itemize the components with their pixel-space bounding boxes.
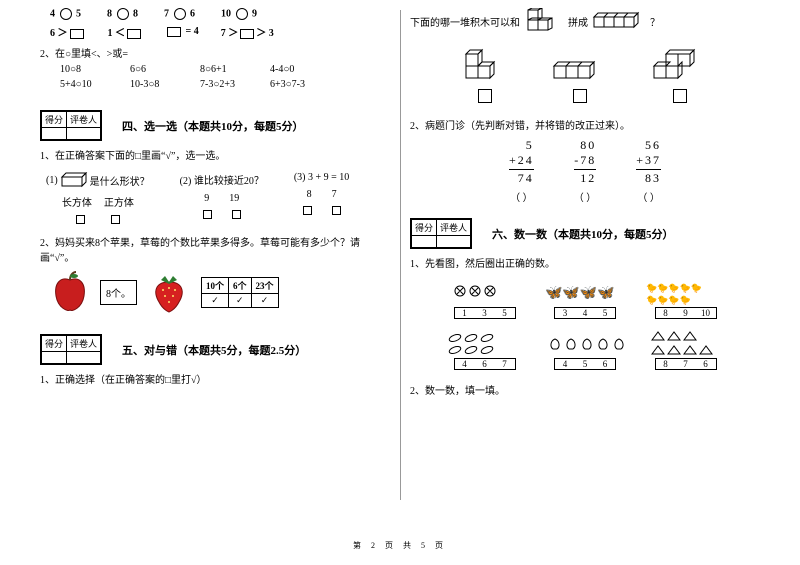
right-column: 下面的哪一堆积木可以和 拼成 ？ bbox=[400, 8, 770, 530]
checkbox[interactable] bbox=[203, 210, 212, 219]
birds-icon: 🐤🐤🐤🐤🐤🐤🐤🐤🐤 bbox=[646, 279, 726, 305]
blocks-3-icon bbox=[650, 48, 710, 82]
section-5-title: 五、对与错（本题共5分，每题2.5分） bbox=[122, 342, 306, 358]
svg-text:🐤🐤🐤🐤: 🐤🐤🐤🐤 bbox=[646, 295, 691, 305]
blocks-2-icon bbox=[550, 48, 610, 82]
s4-q1: 1、在正确答案下面的□里画“√”，选一选。 bbox=[40, 147, 390, 162]
vcalc: 80 -78 12 （ ） bbox=[574, 138, 597, 204]
count-item: 456 bbox=[540, 329, 630, 370]
block-opt bbox=[650, 48, 710, 103]
leaves-icon bbox=[445, 330, 525, 356]
s6-q2: 2、数一数，填一填。 bbox=[410, 382, 760, 397]
fruit-row: 8个。 10个6个23个 ✓✓✓ bbox=[50, 270, 390, 314]
checkbox[interactable] bbox=[573, 89, 587, 103]
section-4-header: 得分评卷人 四、选一选（本题共10分，每题5分） bbox=[40, 110, 390, 141]
block-opt bbox=[460, 48, 510, 103]
count-item: 135 bbox=[440, 278, 530, 319]
flowers-icon bbox=[450, 281, 520, 303]
section-4-title: 四、选一选（本题共10分，每题5分） bbox=[122, 118, 304, 134]
q2-row2: 5+4○10 10-3○8 7-3○2+3 6+3○7-3 bbox=[60, 79, 390, 90]
circle-blank bbox=[236, 8, 248, 20]
vcalc: 5 +24 74 （ ） bbox=[509, 138, 534, 204]
sub3: (3) 3 + 9 = 10 8 7 bbox=[294, 172, 349, 215]
sub2: (2) 谁比较接近20？ 9 19 bbox=[180, 172, 264, 219]
score-box: 得分评卷人 bbox=[410, 218, 472, 249]
count-item: 467 bbox=[440, 329, 530, 370]
sub1: (1) 是什么形状？ 长方体 正方体 bbox=[46, 172, 150, 224]
blocks-1-icon bbox=[460, 48, 510, 82]
count-grid: 135 🦋🦋🦋🦋 345 🐤🐤🐤🐤🐤🐤🐤🐤🐤 8910 467 bbox=[410, 276, 760, 372]
s4-subq-row: (1) 是什么形状？ 长方体 正方体 (2) 谁比较接近20？ 9 19 bbox=[46, 172, 390, 224]
s6-q1: 1、先看图，然后圈出正确的数。 bbox=[410, 255, 760, 270]
triangles-icon bbox=[646, 330, 726, 356]
circle-blank bbox=[60, 8, 72, 20]
section-5-header: 得分评卷人 五、对与错（本题共5分，每题2.5分） bbox=[40, 334, 390, 365]
vertical-calc-row: 5 +24 74 （ ） 80 -78 12 （ ） 56 +37 83 （ ） bbox=[410, 138, 760, 204]
pair: 4 5 bbox=[50, 8, 81, 20]
count-item: 🦋🦋🦋🦋 345 bbox=[540, 278, 630, 319]
left-column: 4 5 8 8 7 6 10 9 6 ＞ 1 ＜ = 4 7 ＞＞ 3 2、在○… bbox=[30, 8, 400, 530]
checkbox[interactable] bbox=[111, 215, 120, 224]
score-box: 得分评卷人 bbox=[40, 334, 102, 365]
block-opt bbox=[550, 48, 610, 103]
page-footer: 第 2 页 共 5 页 bbox=[0, 540, 800, 551]
vcalc: 56 +37 83 （ ） bbox=[636, 138, 661, 204]
block-shape-b-icon bbox=[592, 11, 646, 31]
q2-title: 2、在○里填<、>或= bbox=[40, 45, 390, 60]
butterflies-icon: 🦋🦋🦋🦋 bbox=[545, 281, 625, 303]
score-box: 得分评卷人 bbox=[40, 110, 102, 141]
strawberry-icon bbox=[147, 270, 191, 314]
count-item: 876 bbox=[641, 329, 731, 370]
checkbox[interactable] bbox=[76, 215, 85, 224]
expr: = 4 bbox=[165, 26, 199, 37]
expr: 7 ＞＞ 3 bbox=[221, 24, 274, 39]
compare-row-2: 6 ＞ 1 ＜ = 4 7 ＞＞ 3 bbox=[50, 24, 390, 39]
checkbox[interactable] bbox=[232, 210, 241, 219]
pair: 7 6 bbox=[164, 8, 195, 20]
apple-count: 8个。 bbox=[100, 280, 137, 305]
section-6-title: 六、数一数（本题共10分，每题5分） bbox=[492, 226, 674, 242]
column-divider bbox=[400, 10, 401, 500]
strawberry-table: 10个6个23个 ✓✓✓ bbox=[201, 277, 279, 308]
expr: 1 ＜ bbox=[108, 24, 144, 39]
apple-icon bbox=[50, 270, 90, 314]
svg-text:🐤🐤🐤🐤🐤: 🐤🐤🐤🐤🐤 bbox=[646, 283, 702, 293]
checkbox[interactable] bbox=[478, 89, 492, 103]
block-shape-a-icon bbox=[524, 8, 564, 34]
expr: 6 ＞ bbox=[50, 24, 86, 39]
cuboid-icon bbox=[60, 172, 88, 188]
block-options bbox=[410, 48, 760, 103]
r-q2-title: 2、病题门诊（先判断对错，并将错的改正过来）。 bbox=[410, 117, 760, 132]
garlic-icon bbox=[545, 331, 625, 355]
circle-blank bbox=[117, 8, 129, 20]
pair: 10 9 bbox=[221, 8, 257, 20]
compare-row-1: 4 5 8 8 7 6 10 9 bbox=[50, 8, 390, 20]
count-item: 🐤🐤🐤🐤🐤🐤🐤🐤🐤 8910 bbox=[641, 278, 731, 319]
checkbox[interactable] bbox=[332, 206, 341, 215]
checkbox[interactable] bbox=[303, 206, 312, 215]
checkbox[interactable] bbox=[673, 89, 687, 103]
section-6-header: 得分评卷人 六、数一数（本题共10分，每题5分） bbox=[410, 218, 760, 249]
svg-text:🦋🦋🦋🦋: 🦋🦋🦋🦋 bbox=[545, 286, 615, 301]
s4-q2: 2、妈妈买来8个苹果，草莓的个数比苹果多得多。草莓可能有多少个？请画“√”。 bbox=[40, 234, 390, 264]
circle-blank bbox=[174, 8, 186, 20]
s5-q1: 1、正确选择（在正确答案的□里打√） bbox=[40, 371, 390, 386]
block-intro: 下面的哪一堆积木可以和 拼成 ？ bbox=[410, 8, 760, 34]
q2-row1: 10○8 6○6 8○6+1 4-4○0 bbox=[60, 64, 390, 75]
pair: 8 8 bbox=[107, 8, 138, 20]
